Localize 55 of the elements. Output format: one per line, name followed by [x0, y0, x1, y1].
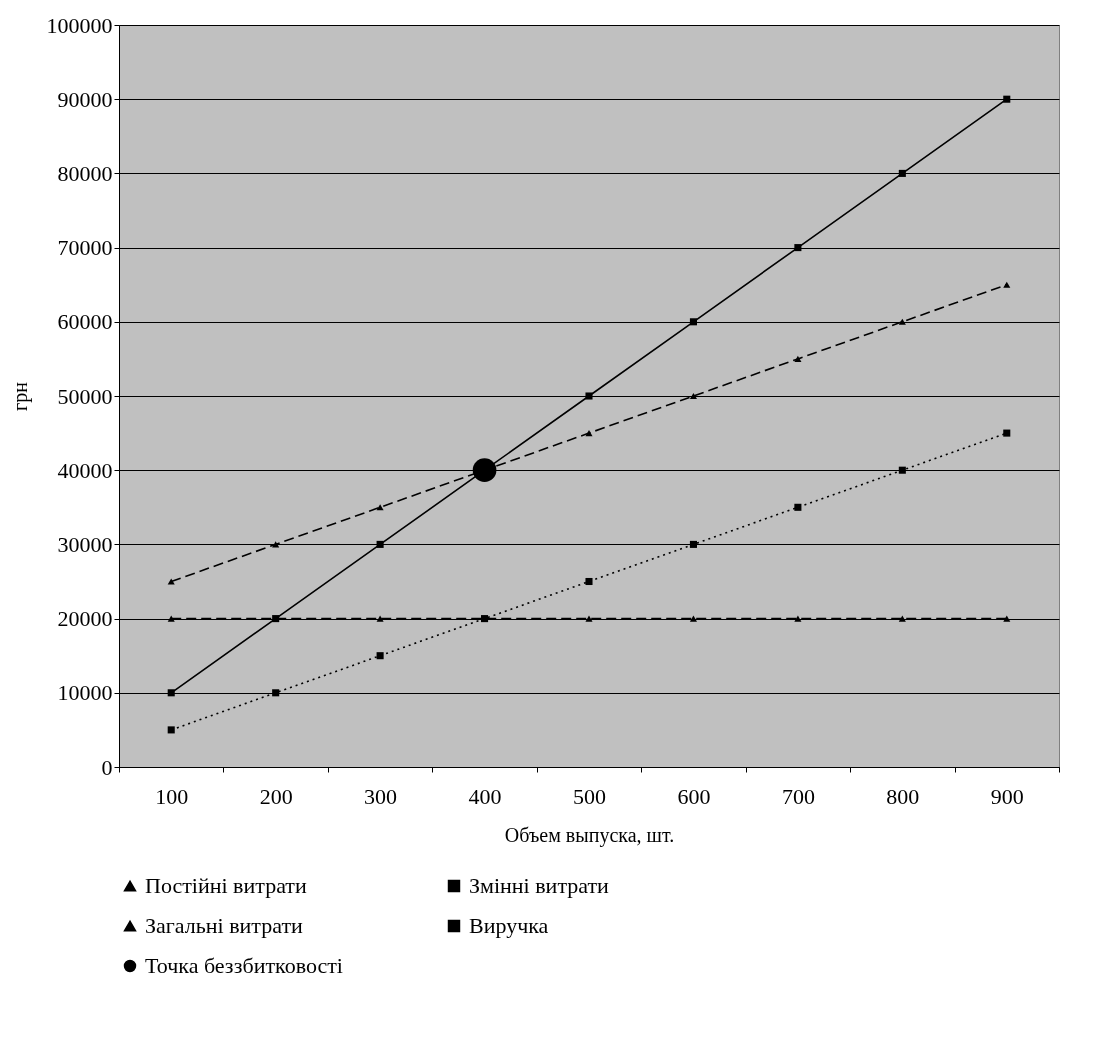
x-tick-label: 400 [468, 783, 502, 809]
point [794, 503, 802, 511]
point [689, 540, 697, 548]
legend-label: Змінні витрати [469, 873, 610, 898]
legend-label: Постійні витрати [145, 873, 307, 898]
x-axis-title: Объем выпуска, шт. [504, 823, 675, 847]
x-tick-label: 600 [677, 783, 711, 809]
legend-label: Загальні витрати [145, 913, 304, 938]
x-tick-label: 500 [573, 783, 606, 809]
legend-label: Виручка [469, 913, 549, 938]
point [1003, 281, 1011, 288]
x-tick-label: 900 [990, 783, 1024, 809]
y-tick-label: 80000 [57, 160, 113, 186]
point [794, 615, 802, 622]
point [376, 652, 384, 660]
point [1003, 429, 1011, 437]
x-tick-label: 100 [155, 783, 189, 809]
point [1003, 615, 1011, 622]
point [898, 318, 906, 325]
point [689, 318, 697, 326]
x-tick-label: 200 [259, 783, 293, 809]
y-tick-label: 70000 [57, 235, 113, 261]
point [1003, 95, 1011, 103]
point [898, 615, 906, 622]
y-tick-label: 60000 [57, 309, 113, 335]
point [167, 578, 175, 585]
y-tick-label: 20000 [57, 606, 113, 632]
point [585, 430, 593, 437]
point [689, 615, 697, 622]
y-tick-label: 100000 [46, 12, 113, 38]
y-tick-label: 90000 [57, 86, 113, 112]
x-tick-label: 700 [781, 783, 815, 809]
point [794, 355, 802, 362]
y-axis-title: грн [8, 381, 32, 411]
y-tick-label: 50000 [57, 383, 113, 409]
point [167, 615, 175, 622]
x-tick-label: 800 [886, 783, 920, 809]
y-tick-label: 10000 [57, 680, 113, 706]
y-tick-label: 0 [101, 754, 113, 780]
point [585, 615, 593, 622]
point [272, 689, 280, 697]
point [898, 466, 906, 474]
point [167, 689, 175, 697]
y-tick-label: 40000 [57, 457, 113, 483]
point [585, 577, 593, 586]
y-tick-label: 30000 [57, 531, 113, 557]
point [167, 726, 175, 734]
point [376, 615, 384, 622]
point [689, 392, 697, 400]
x-tick-label: 300 [364, 783, 398, 809]
point [794, 244, 802, 252]
point [898, 169, 906, 177]
legend-label: Точка беззбитковості [145, 953, 343, 978]
point [585, 392, 593, 400]
point [376, 540, 384, 548]
